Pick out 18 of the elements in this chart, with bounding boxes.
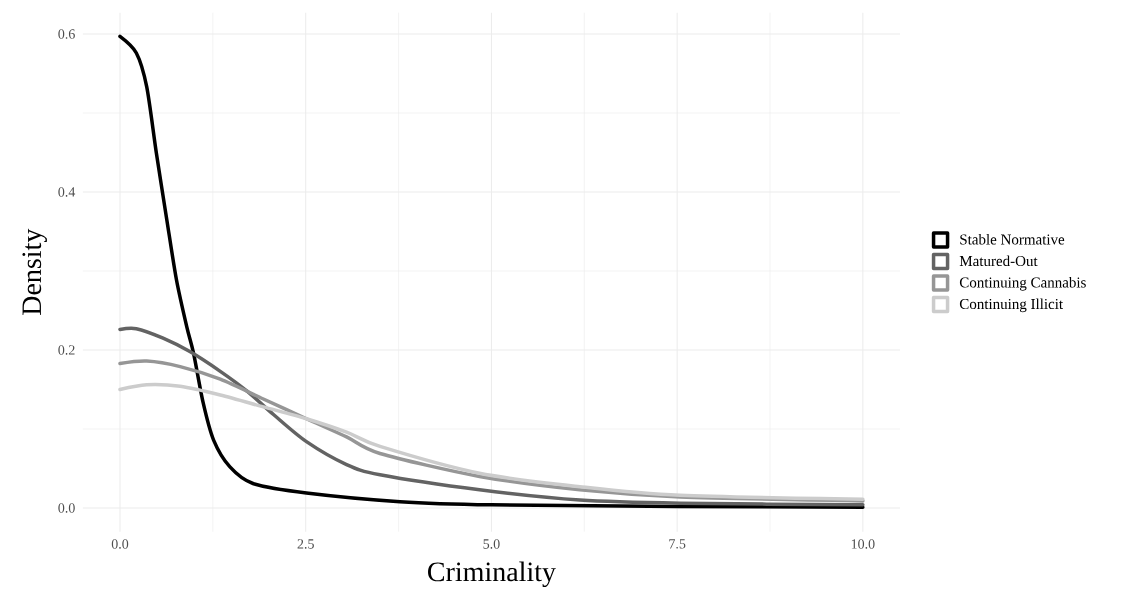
line-series (118, 382, 865, 502)
y-tick-label: 0.4 (58, 187, 76, 197)
x-tick-label: 7.5 (669, 539, 686, 549)
y-axis-title: Density (22, 228, 47, 315)
x-tick-label: 10.0 (851, 539, 875, 549)
y-tick-label: 0.2 (58, 345, 75, 355)
x-tick-label: 2.5 (297, 539, 314, 549)
x-axis-title: Criminality (428, 561, 556, 588)
y-tick-label: 0.6 (58, 29, 75, 39)
legend-label: Matured-Out (959, 255, 1038, 267)
line-series (118, 34, 865, 509)
x-tick-label: 5.0 (483, 539, 500, 549)
line-series (118, 326, 865, 507)
legend-label: Stable Normative (960, 234, 1065, 245)
x-tick-label: 0.0 (111, 539, 129, 549)
legend-label: Continuing Illicit (959, 298, 1063, 313)
y-tick-label: 0.0 (58, 503, 75, 513)
legend-label: Continuing Cannabis (959, 277, 1086, 291)
